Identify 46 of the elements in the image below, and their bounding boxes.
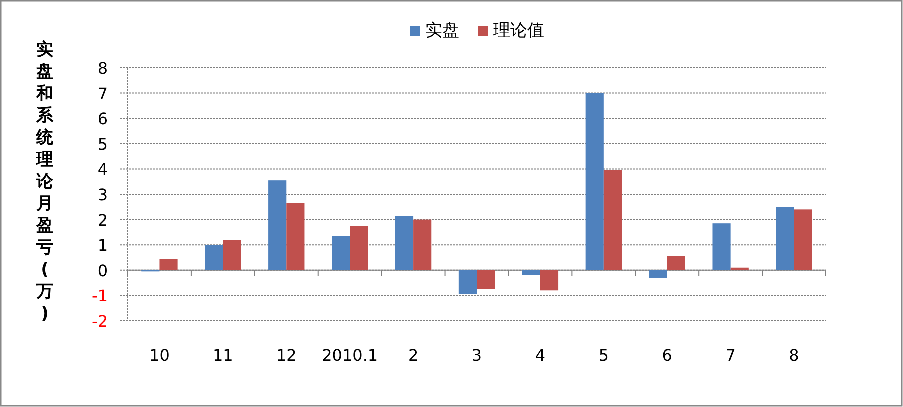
y-tick-label: 3 [98, 186, 108, 204]
x-tick-label: 11 [213, 346, 234, 365]
y-tick-label: 4 [98, 160, 108, 180]
text: 实盘和系统理论月盈亏(万) [36, 40, 54, 324]
bar [522, 270, 540, 276]
bar [414, 220, 432, 270]
x-tick-label: 10 [150, 346, 170, 365]
bar [332, 236, 350, 270]
legend-label: 实盘 [426, 21, 460, 41]
y-tick-label: 7 [98, 84, 108, 104]
legend-label: 理论值 [494, 21, 544, 41]
y-tick-label: 8 [98, 59, 108, 78]
bar [649, 270, 668, 278]
bar [395, 216, 414, 270]
y-tick-label: 1 [98, 236, 108, 256]
x-tick-label: 2 [408, 346, 419, 365]
y-tick-label: -1 [92, 286, 108, 306]
x-tick-label: 6 [662, 346, 672, 365]
bar [205, 245, 224, 270]
x-tick-label: 2010.1 [322, 346, 378, 365]
bar [540, 270, 559, 291]
bar [223, 240, 242, 270]
bar [286, 203, 305, 270]
x-tick-label: 7 [726, 346, 736, 365]
bar [458, 270, 477, 294]
bar [712, 224, 731, 270]
bar [776, 207, 794, 270]
y-tick-label: 2 [98, 210, 108, 230]
y-tick-label: -2 [92, 312, 108, 331]
x-tick-label: 3 [472, 346, 482, 365]
bar [586, 93, 604, 270]
bar [268, 180, 287, 270]
y-tick-label: 5 [98, 134, 108, 154]
x-tick-label: 4 [535, 346, 546, 365]
x-tick-label: 5 [598, 346, 610, 365]
bar [604, 170, 622, 270]
bar [730, 268, 749, 270]
y-tick-label: 0 [98, 261, 108, 280]
y-tick-label: 6 [98, 110, 108, 129]
bar [350, 226, 368, 270]
bar [667, 256, 686, 270]
bar [160, 259, 178, 270]
bar [794, 210, 812, 270]
x-tick-label: 12 [276, 346, 297, 365]
x-tick-label: 8 [789, 346, 800, 365]
bar [477, 270, 496, 290]
